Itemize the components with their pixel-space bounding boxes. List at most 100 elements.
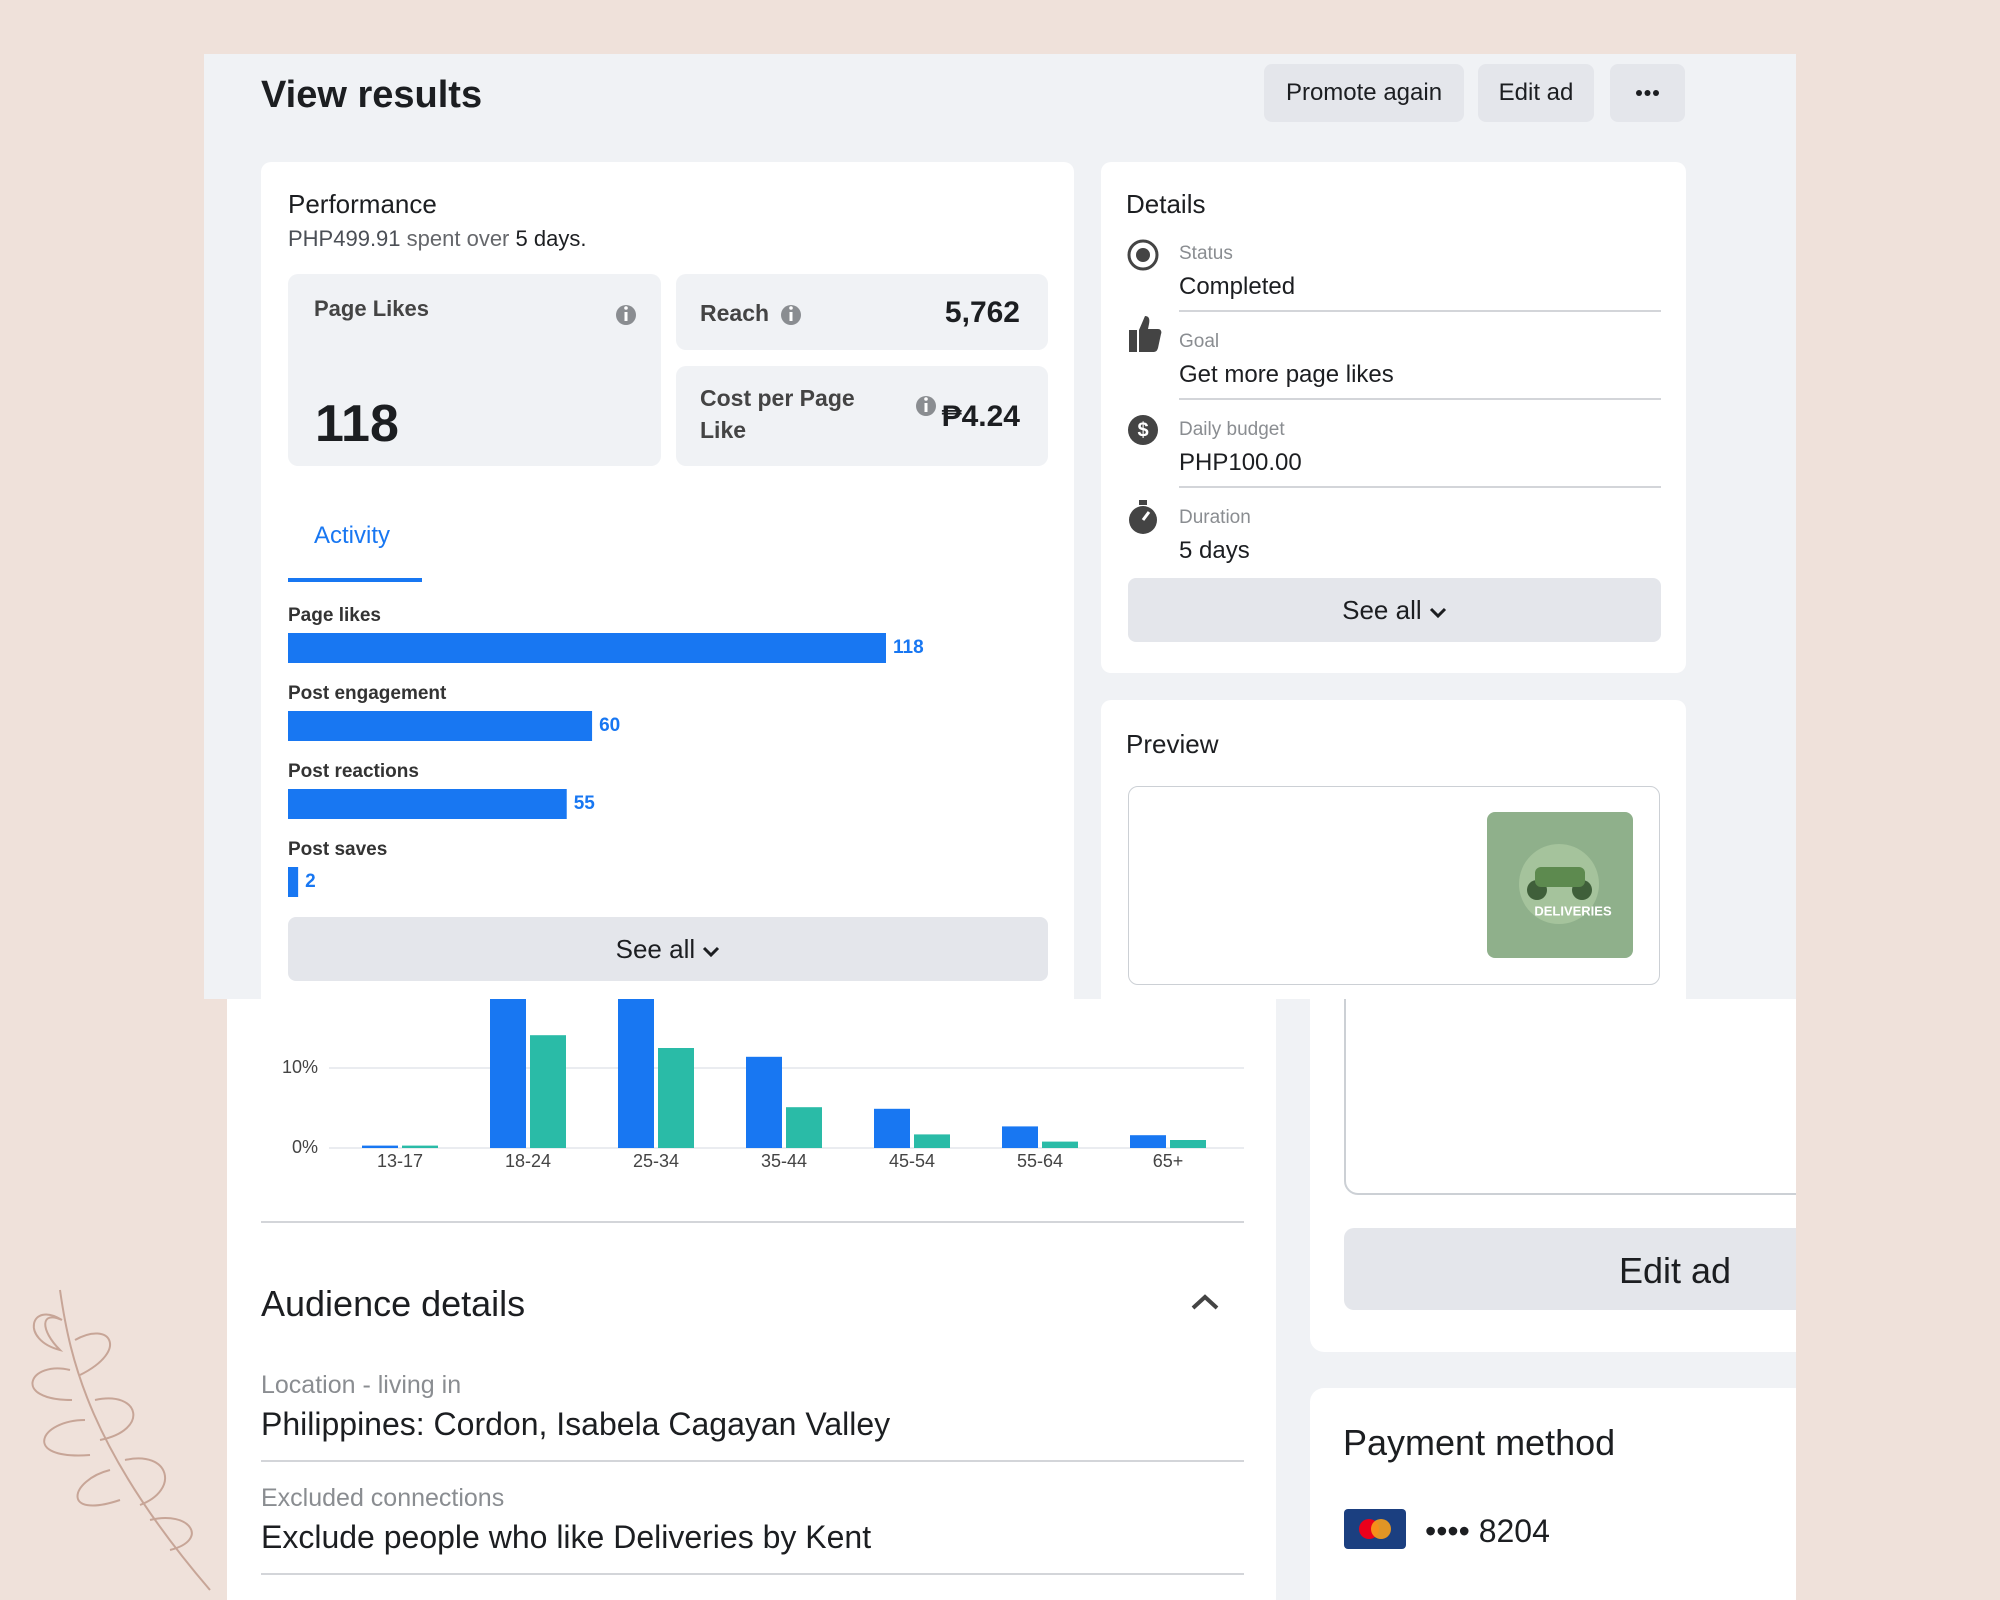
- detail-separator: [1179, 310, 1661, 312]
- audience-value: Exclude people who like Deliveries by Ke…: [261, 1519, 872, 1555]
- card-icon: [1344, 1509, 1406, 1549]
- audience-separator: [261, 1460, 1244, 1462]
- payment-card: [1310, 1388, 1796, 1600]
- page-likes-label: Page Likes: [314, 296, 429, 321]
- bar: [288, 867, 299, 897]
- edit-button[interactable]: Edit ad: [1478, 64, 1594, 122]
- promote-button[interactable]: Promote again: [1264, 64, 1464, 122]
- x-tick-label: 35-44: [761, 1151, 807, 1171]
- bar: [874, 1108, 910, 1148]
- audience-label: Location - living in: [261, 1371, 462, 1399]
- value-label: 118: [893, 637, 924, 658]
- cost-value: ₱4.24: [941, 400, 1020, 433]
- svg-text:$: $: [1137, 419, 1148, 441]
- x-tick-label: 18-24: [505, 1151, 551, 1171]
- bar: [1130, 1135, 1166, 1148]
- bar: [288, 789, 567, 819]
- cost-label: Cost per Page Like: [700, 385, 855, 443]
- bar: [746, 1056, 782, 1148]
- tab-underline: [288, 578, 422, 582]
- detail-icons: $: [1127, 239, 1162, 534]
- leaf-decoration: [31, 1289, 211, 1591]
- preview-title: Preview: [1126, 729, 1219, 759]
- bar: [1042, 1141, 1078, 1148]
- bar-label: Post saves: [288, 839, 387, 860]
- bar: [402, 1145, 438, 1148]
- bar-label: Page likes: [288, 605, 381, 626]
- x-tick-label: 65+: [1153, 1151, 1184, 1171]
- bar: [490, 999, 526, 1148]
- bar: [786, 1107, 822, 1148]
- preview-box: [1128, 786, 1660, 985]
- detail-separator: [1179, 486, 1661, 488]
- bar: [1002, 1126, 1038, 1148]
- card-number: •••• 8204: [1425, 1513, 1550, 1549]
- y-tick-label: 0%: [292, 1137, 318, 1157]
- page-likes-value: 118: [315, 395, 399, 453]
- detail-label: Status: [1179, 243, 1233, 264]
- activity-tab[interactable]: Activity: [314, 522, 391, 549]
- chevron: [1429, 607, 1446, 619]
- reach-value: 5,762: [944, 296, 1020, 329]
- performance-title: Performance: [288, 189, 437, 219]
- bar: [618, 999, 654, 1148]
- x-tick-label: 25-34: [633, 1151, 679, 1171]
- detail-label: Duration: [1179, 507, 1251, 528]
- details-title: Details: [1126, 189, 1206, 219]
- spent-amount: PHP499.91: [288, 226, 401, 251]
- x-tick-label: 13-17: [377, 1151, 423, 1171]
- payment-title: Payment method: [1343, 1422, 1616, 1463]
- audience-label: Excluded connections: [261, 1484, 505, 1512]
- y-tick-label: 10%: [282, 1057, 318, 1077]
- side-panel: Edit ad Payment method •••• 8204: [1276, 999, 1796, 1600]
- side-edit-button[interactable]: [1344, 1228, 1796, 1310]
- side-preview-box: [1344, 999, 1796, 1195]
- bar: [530, 1035, 566, 1148]
- side-edit-text[interactable]: Edit ad: [1619, 1250, 1732, 1291]
- bar: [658, 1048, 694, 1148]
- bar: [362, 1145, 398, 1148]
- preview-image-text: DELIVERIES: [1534, 903, 1612, 918]
- detail-value: Completed: [1179, 273, 1296, 300]
- divider: [261, 1221, 1244, 1223]
- spent-days: 5 days.: [515, 226, 587, 251]
- audience-separator: [261, 1573, 1244, 1575]
- detail-value: Get more page likes: [1179, 361, 1394, 388]
- bar: [914, 1134, 950, 1148]
- bar-label: Post reactions: [288, 761, 419, 782]
- detail-separator: [1179, 398, 1661, 400]
- detail-value: 5 days: [1179, 537, 1250, 564]
- page-title: View results: [261, 74, 483, 116]
- info-icons: [616, 305, 936, 416]
- spent-text: spent over: [406, 226, 510, 251]
- detail-label: Daily budget: [1179, 419, 1285, 440]
- value-label: 55: [574, 793, 596, 814]
- value-label: 2: [305, 871, 316, 892]
- age-chart: 0% 10% 13-17 18-24 25-34 35-44 45-54 55-64 65+: [282, 999, 1244, 1171]
- bar: [288, 711, 593, 741]
- audience-title: Audience details: [261, 1283, 526, 1324]
- see-all-text: See all: [1342, 595, 1422, 625]
- preview-image: DELIVERIES: [1487, 812, 1633, 958]
- see-all-button[interactable]: See all: [288, 917, 1048, 981]
- collapse-chevron[interactable]: [1190, 1292, 1220, 1312]
- page-likes-box: [288, 274, 661, 466]
- cost-box: [676, 366, 1048, 466]
- reach-label: Reach: [700, 300, 770, 326]
- see-all-text: See all: [615, 934, 696, 964]
- value-label: 60: [599, 715, 620, 736]
- details-see-all[interactable]: See all: [1128, 578, 1661, 642]
- more-icon: [1636, 90, 1659, 96]
- bar: [1170, 1140, 1206, 1148]
- spent-line: PHP499.91 spent over 5 days.: [288, 226, 586, 252]
- bar: [288, 633, 886, 663]
- more-button[interactable]: [1610, 64, 1685, 122]
- detail-label: Goal: [1179, 331, 1220, 352]
- x-tick-label: 55-64: [1017, 1151, 1063, 1171]
- audience-value: Philippines: Cordon, Isabela Cagayan Val…: [261, 1406, 891, 1442]
- chevron: [703, 946, 720, 958]
- x-tick-label: 45-54: [889, 1151, 935, 1171]
- reach-box: [676, 274, 1048, 350]
